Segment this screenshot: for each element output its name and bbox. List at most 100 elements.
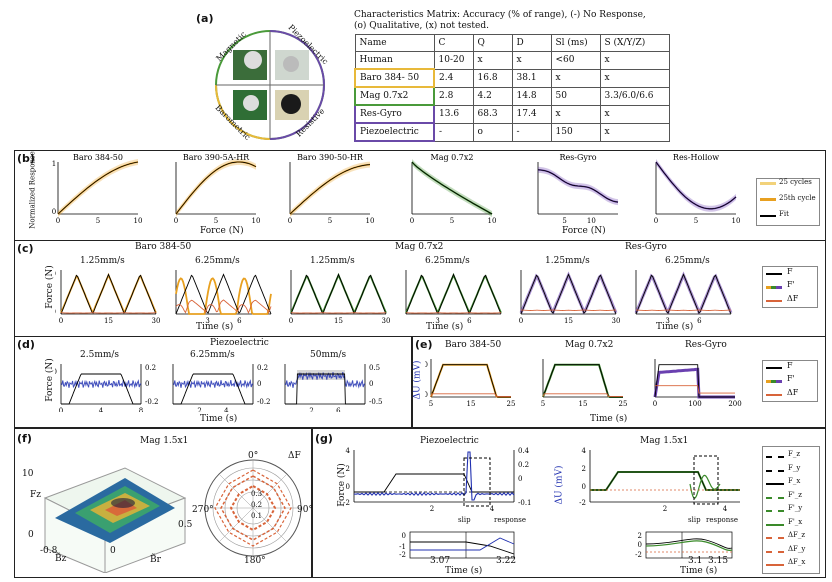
speed-label: 2.5mm/s <box>80 350 120 360</box>
tick-label: 10 <box>55 270 56 278</box>
tick-label: 0 <box>56 217 60 225</box>
plot-title: Baro 390-5A-HR <box>183 154 250 162</box>
cycles-band <box>290 161 370 217</box>
tick-label: 0 <box>518 475 522 483</box>
tick-label: 0 <box>288 217 292 225</box>
tick-label: -2 <box>635 551 642 559</box>
legend-label: F <box>787 361 793 370</box>
polar-spoke <box>218 507 254 543</box>
panel-d-label: (d) <box>17 338 35 351</box>
panel-c-group-baro: Baro 384-50 <box>135 242 192 252</box>
matrix-title: Characteristics Matrix: Accuracy (% of r… <box>354 10 646 20</box>
fit-line <box>175 161 257 215</box>
tick-label: 2 <box>197 407 201 412</box>
polar-angle: 180° <box>244 556 266 566</box>
matrix-cell: 16.8 <box>472 68 513 88</box>
tick-label: 3 <box>205 317 209 325</box>
matrix-cell: 17.4 <box>511 104 552 124</box>
legend-item: ΔF_z <box>766 531 818 543</box>
legend-label: ΔF_y <box>788 544 806 553</box>
legend-swatch <box>766 510 784 512</box>
surface-tick: 0 <box>28 530 34 540</box>
tick-label: 10 <box>587 217 596 225</box>
speed-label: 6.25mm/s <box>425 256 470 266</box>
matrix-header: Sl (ms) <box>550 34 601 52</box>
voltage-line <box>60 379 142 389</box>
fit-line <box>57 161 139 215</box>
matrix-cell: 3.3/6.0/6.6 <box>599 86 670 106</box>
polar-spoke <box>252 473 288 509</box>
legend-item: F_y <box>766 464 818 476</box>
surface-tick: 10 <box>22 469 34 479</box>
estimated-force-line <box>60 272 157 314</box>
force-line <box>520 273 617 315</box>
panel-e-plots: 51525100515250100200 <box>425 359 742 407</box>
matrix-cell: x <box>472 51 513 70</box>
panel-f-frame <box>14 428 312 578</box>
panel-c-ylabel: Force (N) <box>44 265 55 309</box>
estimated-force-line <box>542 363 623 398</box>
tick-label: 15 <box>104 317 113 325</box>
tick-label: 0 <box>59 317 63 325</box>
tick-label: 15 <box>334 317 343 325</box>
matrix-cell: 10-20 <box>433 51 474 70</box>
tick-label: 5 <box>450 217 454 225</box>
delta-force-line <box>655 385 735 394</box>
matrix-cell: x <box>511 51 552 70</box>
matrix-cell: 13.6 <box>433 104 474 124</box>
panel-d-xlabel: Time (s) <box>200 414 238 424</box>
polar-plot <box>204 459 302 557</box>
tick-label: 0.2 <box>145 364 156 372</box>
matrix-header: C <box>433 34 474 52</box>
legend-label: 25th cycle <box>779 194 816 202</box>
force-line <box>542 364 623 398</box>
tick-label: 6 <box>467 317 472 325</box>
estimated-force-line <box>405 272 502 314</box>
tick-label: 4 <box>490 505 495 513</box>
matrix-cell: 4.2 <box>472 86 513 106</box>
cycles-band <box>176 159 256 217</box>
inset-frame <box>409 531 515 559</box>
estimated-force-line <box>519 271 618 315</box>
panel-d-title: Piezoelectric <box>210 338 269 348</box>
panel-f-label: (f) <box>17 432 32 445</box>
tick-label: 0 <box>653 400 657 407</box>
plot-title: Baro 390-50-HR <box>297 154 364 162</box>
fit-line <box>411 161 493 215</box>
matrix-row: Piezoelectric - o - 150 x <box>354 122 670 142</box>
response-label: response <box>494 516 527 524</box>
legend-item: ΔF_x <box>766 558 818 570</box>
legend-swatch <box>766 380 771 383</box>
legend-item: F'_z <box>766 491 818 503</box>
panel-c-legend: F F' ΔF <box>762 266 818 308</box>
panel-c-xlabel-2: Time (s) <box>426 322 464 332</box>
panel-c-xlabel: Time (s) <box>196 322 234 332</box>
panel-d-plots: 0 4 8 0.2 0 -0.2 2 4 0.2 0 -0.2 2 6 0.5 0 -0.5 10 <box>55 364 383 412</box>
panel-e-xlabel: Time (s) <box>590 414 628 424</box>
legend-swatch <box>760 198 776 201</box>
tick-label: 100 <box>688 400 701 407</box>
panel-g-frame <box>312 428 826 578</box>
voltage-line <box>172 379 254 389</box>
tick-label: 0 <box>145 380 149 388</box>
tick-label: 15 <box>564 317 573 325</box>
tick-label: 25 <box>507 400 516 407</box>
tick-label: 30 <box>382 317 391 325</box>
panel-f-title: Mag 1.5x1 <box>140 436 189 446</box>
matrix-cell: 2.8 <box>433 86 474 106</box>
polar-angle: 270° <box>192 505 214 515</box>
tick-label: 200 <box>728 400 741 407</box>
tick-label: 2 <box>346 465 350 473</box>
force-line <box>405 273 502 315</box>
tick-label: 2 <box>638 532 642 540</box>
legend-label: F'_z <box>788 490 802 499</box>
tick-label: 10 <box>732 217 741 225</box>
panel-c-group-res: Res-Gyro <box>625 242 667 252</box>
plot-title: Res-Hollow <box>673 154 719 162</box>
tick-label: 0 <box>369 380 373 388</box>
tick-label: -0.1 <box>518 499 532 507</box>
tick-label: 0 <box>55 308 56 316</box>
cycles-band <box>656 159 736 212</box>
tick-label: 6 <box>336 407 341 412</box>
legend-swatch <box>766 564 784 566</box>
